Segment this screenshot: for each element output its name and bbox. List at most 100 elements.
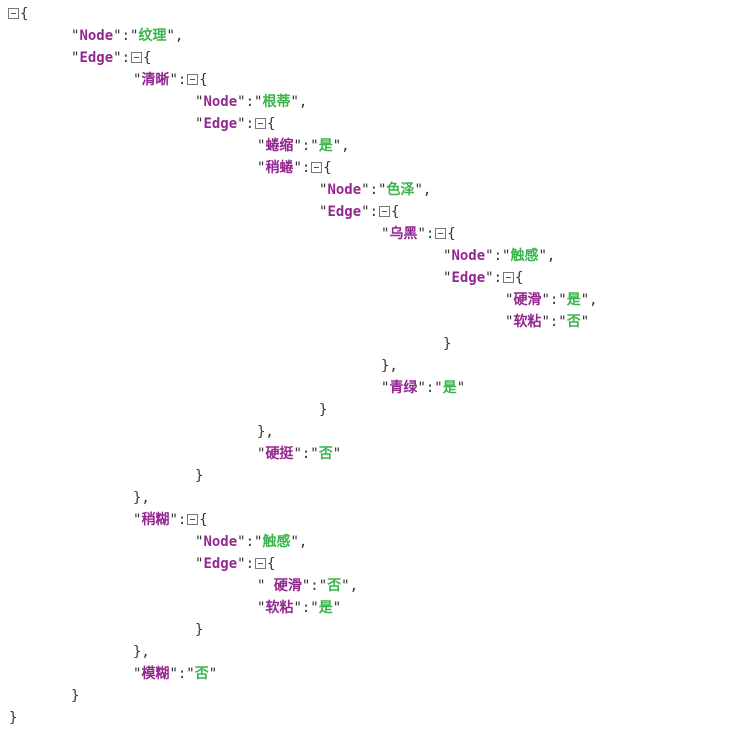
collapse-toggle-icon[interactable] [379,206,391,217]
punctuation: ": [237,94,255,110]
punctuation: ", [332,138,350,154]
punctuation: " [502,248,511,264]
json-entry: "Node":"纹理", [71,25,183,47]
punctuation: " [310,446,319,462]
punctuation: ": [113,50,131,66]
collapse-toggle-icon[interactable] [187,74,199,85]
punctuation: ": [237,556,255,572]
collapse-toggle-icon[interactable] [255,118,267,129]
punctuation: ": [361,204,379,220]
json-key: Node [203,94,238,110]
punctuation: " [133,512,142,528]
collapse-toggle-icon[interactable] [187,514,199,525]
punctuation: } [195,468,204,484]
json-brace-close: } [443,333,451,355]
punctuation: ": [169,72,187,88]
json-string-value: 是 [566,292,581,308]
punctuation: " [130,28,139,44]
punctuation: ": [237,534,255,550]
json-entry: "Edge": { [195,553,275,575]
punctuation: " [208,666,218,682]
punctuation: " [580,314,590,330]
punctuation: }, [133,490,150,506]
json-entry: "Node":"触感", [443,245,555,267]
punctuation: " [378,182,387,198]
punctuation: { [199,72,208,88]
json-entry: "Edge": { [443,267,523,289]
json-key: Edge [79,50,114,66]
json-key: Edge [203,116,238,132]
punctuation: " [133,666,142,682]
json-key: Node [451,248,486,264]
json-key: Node [203,534,238,550]
collapse-toggle-icon[interactable] [131,52,143,63]
json-brace-close: }, [257,421,274,443]
punctuation: " [310,600,319,616]
punctuation: ": [485,270,503,286]
punctuation: } [9,710,18,726]
punctuation: " [434,380,443,396]
punctuation: " [133,72,142,88]
json-brace-close: } [195,619,203,641]
json-key: 稍糊 [141,512,170,528]
punctuation: " [332,446,342,462]
json-key: Node [327,182,362,198]
json-string-value: 根蒂 [262,94,291,110]
punctuation: ": [237,116,255,132]
punctuation: " [318,578,328,594]
json-entry: "Node":"色泽", [319,179,431,201]
json-entry: "软粘":"是" [257,597,341,619]
punctuation: } [71,688,80,704]
punctuation: " [195,116,204,132]
collapse-toggle-icon[interactable] [311,162,323,173]
punctuation: " [310,138,319,154]
punctuation: " [71,50,80,66]
punctuation: }, [381,358,398,374]
json-entry: "Node":"触感", [195,531,307,553]
json-key: Edge [451,270,486,286]
punctuation: " [558,292,567,308]
json-brace-close: } [319,399,327,421]
punctuation: " [195,94,204,110]
json-key: 硬挺 [265,446,294,462]
json-entry: "清晰": { [133,69,208,91]
json-string-value: 否 [318,446,333,462]
json-brace-close: }, [133,487,150,509]
punctuation: " [195,534,204,550]
json-entry: "乌黑": { [381,223,456,245]
json-entry: "硬滑":"是", [505,289,598,311]
json-entry: " 硬滑":"否", [257,575,358,597]
punctuation: ": [169,666,187,682]
json-key: 软粘 [265,600,294,616]
punctuation: " [319,204,328,220]
collapse-toggle-icon[interactable] [503,272,515,283]
json-brace-close: } [9,707,17,729]
punctuation: ": [417,226,435,242]
punctuation: " [257,138,266,154]
collapse-toggle-icon[interactable] [8,8,19,19]
punctuation: " [257,600,266,616]
json-key: 蜷缩 [265,138,294,154]
json-entry: "蜷缩":"是", [257,135,350,157]
punctuation: }, [133,644,150,660]
punctuation: { [20,6,29,22]
json-key: Edge [327,204,362,220]
punctuation: " [257,446,266,462]
punctuation: ", [580,292,598,308]
punctuation: ", [414,182,432,198]
collapse-toggle-icon[interactable] [435,228,447,239]
punctuation: { [447,226,456,242]
punctuation: " [254,534,263,550]
punctuation: } [443,336,452,352]
json-key: 乌黑 [389,226,418,242]
punctuation: }, [257,424,274,440]
json-entry: "Edge": { [195,113,275,135]
punctuation: ": [113,28,131,44]
punctuation: " [71,28,80,44]
punctuation: " [186,666,195,682]
json-entry: "青绿":"是" [381,377,465,399]
punctuation: ": [169,512,187,528]
punctuation: } [319,402,328,418]
collapse-toggle-icon[interactable] [255,558,267,569]
json-string-value: 否 [566,314,581,330]
